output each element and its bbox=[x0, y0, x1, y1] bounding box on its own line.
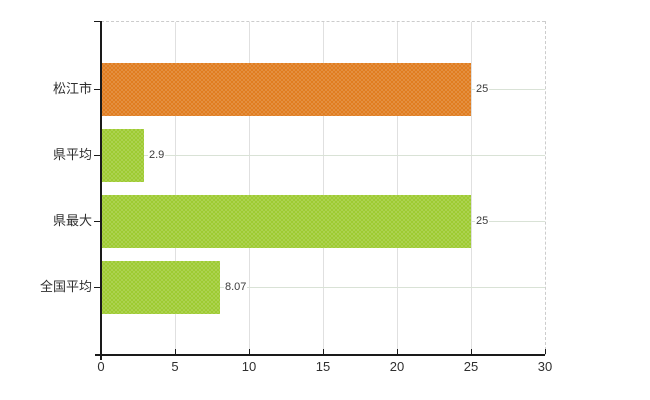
y-tick bbox=[94, 221, 101, 222]
x-axis-tick-label: 30 bbox=[537, 359, 553, 374]
x-axis-tick-label: 10 bbox=[241, 359, 257, 374]
plot-border-right bbox=[545, 21, 546, 355]
bar bbox=[101, 129, 144, 182]
y-tick bbox=[94, 89, 101, 90]
gridline-vertical bbox=[249, 22, 250, 354]
y-tick bbox=[94, 287, 101, 288]
x-axis bbox=[95, 354, 545, 356]
x-tick bbox=[249, 349, 250, 354]
bar-value-label: 25 bbox=[475, 82, 490, 96]
y-axis-category-label: 松江市 bbox=[52, 81, 92, 96]
x-axis-tick-label: 25 bbox=[463, 359, 479, 374]
x-tick bbox=[397, 349, 398, 354]
gridline-horizontal bbox=[101, 287, 545, 288]
x-axis-tick-label: 20 bbox=[389, 359, 405, 374]
y-tick bbox=[94, 155, 101, 156]
x-tick bbox=[471, 349, 472, 354]
bar-value-label: 2.9 bbox=[148, 148, 166, 162]
plot-border-top bbox=[101, 21, 545, 22]
y-axis-category-label: 県平均 bbox=[52, 147, 92, 162]
y-axis bbox=[100, 21, 102, 360]
gridline-vertical bbox=[471, 22, 472, 354]
bar-value-label: 8.07 bbox=[224, 280, 248, 294]
gridline-vertical bbox=[397, 22, 398, 354]
y-axis-top-tick bbox=[94, 21, 101, 22]
x-axis-tick-label: 15 bbox=[315, 359, 331, 374]
gridline-horizontal bbox=[101, 155, 545, 156]
gridline-vertical bbox=[323, 22, 324, 354]
x-tick bbox=[545, 349, 546, 354]
bar-value-label: 25 bbox=[475, 214, 490, 228]
bar bbox=[101, 195, 471, 248]
gridline-vertical bbox=[175, 22, 176, 354]
x-tick bbox=[323, 349, 324, 354]
y-axis-category-label: 全国平均 bbox=[39, 279, 92, 294]
x-axis-tick-label: 5 bbox=[171, 359, 179, 374]
bar bbox=[101, 261, 220, 314]
x-axis-tick-label: 0 bbox=[97, 359, 105, 374]
bar bbox=[101, 63, 471, 116]
y-axis-category-label: 県最大 bbox=[52, 213, 92, 228]
x-tick bbox=[175, 349, 176, 354]
